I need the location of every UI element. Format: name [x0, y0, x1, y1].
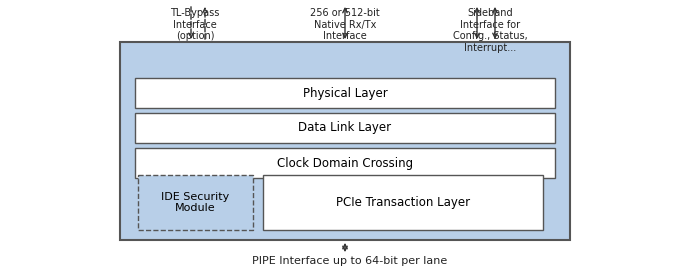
Text: Physical Layer: Physical Layer: [302, 87, 387, 99]
Text: PIPE Interface up to 64-bit per lane: PIPE Interface up to 64-bit per lane: [253, 256, 447, 266]
Bar: [138, 175, 253, 230]
Text: TL-Bypass
Interface
(option): TL-Bypass Interface (option): [170, 8, 220, 41]
Text: Clock Domain Crossing: Clock Domain Crossing: [277, 157, 413, 169]
Text: IDE Security
Module: IDE Security Module: [162, 192, 230, 213]
Bar: [135, 148, 555, 178]
Text: Data Link Layer: Data Link Layer: [298, 122, 391, 134]
Text: PCIe Transaction Layer: PCIe Transaction Layer: [336, 196, 470, 209]
Bar: [120, 42, 570, 240]
Text: 256 or 512-bit
Native Rx/Tx
Interface: 256 or 512-bit Native Rx/Tx Interface: [310, 8, 380, 41]
Text: Sideband
Interface for
Config., Status,
Interrupt...: Sideband Interface for Config., Status, …: [453, 8, 527, 53]
Bar: [135, 78, 555, 108]
Bar: [263, 175, 543, 230]
Bar: [135, 113, 555, 143]
